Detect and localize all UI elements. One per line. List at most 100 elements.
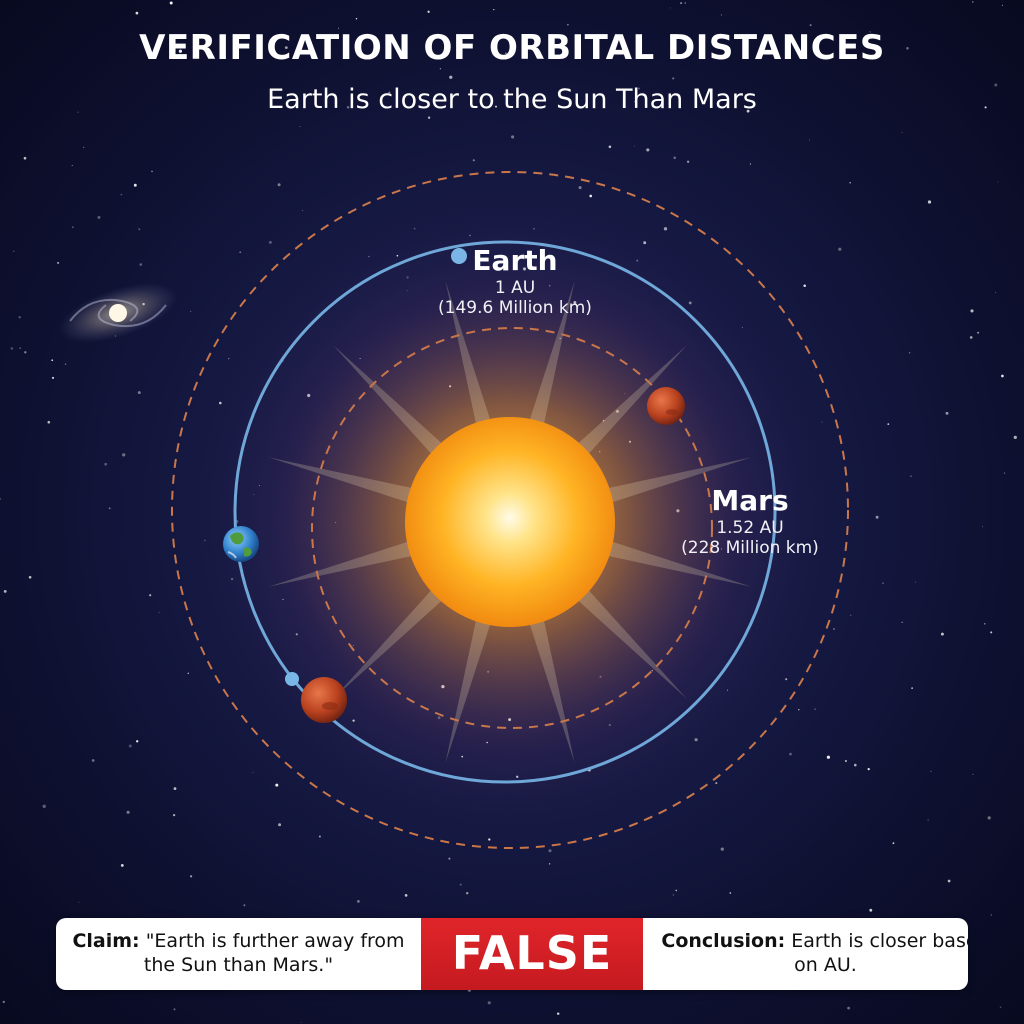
sun-rays: [268, 280, 752, 764]
sun-ray: [594, 537, 752, 587]
star: [983, 622, 986, 625]
star: [302, 209, 304, 211]
earth-label: Earth 1 AU (149.6 Million km): [410, 244, 620, 318]
star: [77, 111, 79, 113]
star: [439, 68, 441, 70]
star: [686, 160, 690, 163]
star: [589, 194, 593, 198]
star: [850, 614, 852, 616]
star: [672, 894, 674, 896]
mars-name: Mars: [711, 484, 789, 517]
star: [505, 52, 507, 55]
star: [720, 847, 724, 851]
claim-box: Claim: "Earth is further away from the S…: [56, 918, 421, 990]
star: [355, 17, 358, 20]
star: [126, 810, 130, 814]
verdict-badge: FALSE: [421, 918, 643, 990]
star: [404, 894, 408, 897]
star: [243, 904, 246, 907]
sun-ray: [268, 537, 426, 587]
sun-ray: [445, 606, 495, 764]
star: [940, 632, 944, 636]
star: [995, 291, 997, 293]
star: [746, 109, 750, 113]
star: [449, 75, 453, 79]
mars-inner-orbit: [311, 327, 713, 729]
star: [104, 462, 108, 466]
star: [970, 309, 974, 313]
star: [669, 7, 671, 9]
star: [990, 631, 993, 634]
sun-ray: [525, 606, 575, 764]
earth-name: Earth: [472, 244, 558, 277]
star: [494, 105, 498, 108]
star: [172, 813, 176, 817]
star: [994, 83, 998, 87]
sun-ray: [525, 280, 575, 438]
sun-ray: [333, 579, 453, 699]
star: [72, 226, 74, 228]
star: [999, 1006, 1002, 1009]
star: [151, 170, 153, 173]
star: [493, 8, 495, 11]
star: [338, 27, 339, 29]
star: [136, 740, 139, 743]
star: [997, 181, 999, 183]
star: [357, 900, 360, 903]
star: [844, 759, 847, 763]
sun-ray: [445, 280, 495, 438]
star: [673, 156, 676, 160]
star: [13, 250, 15, 252]
star: [466, 892, 469, 895]
mars-km: (228 Million km): [681, 537, 819, 558]
star: [869, 908, 873, 912]
star: [78, 901, 80, 903]
star: [23, 156, 27, 160]
star: [906, 47, 909, 50]
star: [910, 475, 912, 478]
star: [911, 687, 913, 689]
star: [977, 331, 980, 334]
star: [3, 590, 7, 593]
star: [927, 819, 929, 821]
star: [269, 241, 272, 244]
star: [987, 816, 991, 820]
mars-planet-icon: [647, 387, 685, 425]
star: [459, 883, 462, 886]
conclusion-box: Conclusion: Earth is closer based on AU.: [643, 918, 968, 990]
page-title: VERIFICATION OF ORBITAL DISTANCES: [139, 28, 885, 68]
star: [680, 2, 683, 5]
star: [1001, 4, 1004, 6]
sun-ray: [333, 345, 453, 465]
star: [720, 14, 722, 16]
earth-km: (149.6 Million km): [438, 297, 592, 318]
sun-ray: [594, 457, 752, 507]
star: [149, 594, 152, 597]
earth-orbit: [233, 240, 777, 784]
star: [930, 770, 932, 772]
spiral-galaxy-icon: [58, 283, 178, 343]
star: [388, 91, 391, 94]
star: [947, 879, 951, 883]
sun-ray: [567, 345, 687, 465]
star: [567, 23, 569, 26]
star: [672, 77, 675, 80]
star: [133, 183, 137, 187]
star: [158, 612, 160, 614]
star: [299, 126, 301, 128]
claim-label: Claim:: [72, 930, 140, 953]
earth-orbit-marker: [451, 248, 467, 264]
mars-outer-orbit: [171, 171, 849, 849]
star: [854, 763, 857, 767]
star: [548, 849, 552, 853]
star: [108, 507, 111, 510]
star: [252, 772, 254, 774]
star: [684, 2, 686, 4]
star: [1001, 374, 1004, 378]
star: [984, 106, 987, 109]
star: [990, 914, 993, 916]
star: [971, 1, 974, 3]
star: [427, 116, 431, 119]
star: [318, 835, 321, 838]
